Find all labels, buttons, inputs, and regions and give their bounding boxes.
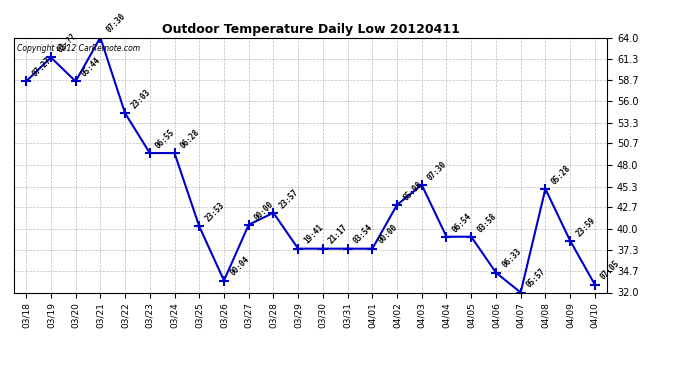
Text: 07:05: 07:05 — [599, 259, 622, 282]
Text: 03:54: 03:54 — [352, 223, 375, 246]
Text: 00:04: 00:04 — [228, 255, 251, 278]
Text: 65:90: 65:90 — [401, 179, 424, 202]
Text: 07:27: 07:27 — [30, 56, 53, 78]
Text: 06:28: 06:28 — [179, 128, 201, 150]
Text: 05:28: 05:28 — [549, 164, 572, 186]
Text: 23:53: 23:53 — [204, 201, 226, 223]
Text: 21:17: 21:17 — [327, 223, 350, 246]
Text: 06:54: 06:54 — [451, 211, 473, 234]
Text: 03:??: 03:?? — [55, 32, 78, 55]
Text: 03:58: 03:58 — [475, 211, 498, 234]
Title: Outdoor Temperature Daily Low 20120411: Outdoor Temperature Daily Low 20120411 — [161, 23, 460, 36]
Text: 23:03: 23:03 — [129, 88, 152, 110]
Text: 07:30: 07:30 — [426, 159, 449, 182]
Text: 06:33: 06:33 — [500, 247, 523, 270]
Text: 23:59: 23:59 — [574, 215, 597, 238]
Text: 23:57: 23:57 — [277, 188, 300, 210]
Text: 05:44: 05:44 — [80, 56, 103, 78]
Text: 00:00: 00:00 — [253, 199, 275, 222]
Text: 07:30: 07:30 — [104, 12, 127, 35]
Text: Copyright 2012 CarRemote.com: Copyright 2012 CarRemote.com — [17, 44, 140, 53]
Text: 06:55: 06:55 — [154, 128, 177, 150]
Text: 19:41: 19:41 — [302, 223, 325, 246]
Text: 00:00: 00:00 — [377, 223, 400, 246]
Text: 05:57: 05:57 — [525, 267, 548, 290]
